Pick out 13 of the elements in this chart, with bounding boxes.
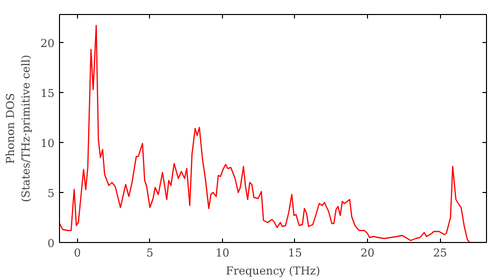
y-tick-label: 0 [48,237,54,250]
y-tick-label: 20 [40,37,55,50]
x-tick-label: 20 [360,246,375,260]
y-tick-label: 10 [40,137,55,150]
x-tick-label: 15 [288,246,302,260]
x-tick-label: 0 [74,246,81,260]
y-axis-title: Phonon DOS (States/THz·primitive cell) [4,54,33,202]
x-tick-label: 5 [146,246,154,260]
x-tick-label: 25 [433,246,448,260]
x-axis-title: Frequency (THz) [226,264,320,278]
x-tick-label: 10 [215,246,230,260]
y-tick-label: 5 [48,187,54,200]
y-tick-label: 15 [40,87,55,100]
